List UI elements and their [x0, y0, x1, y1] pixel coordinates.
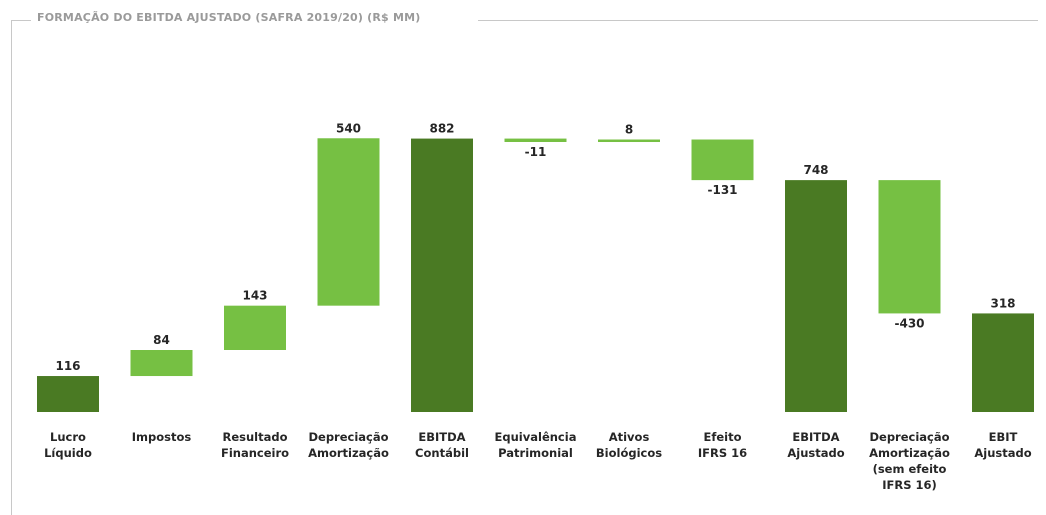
- category-label-1: Impostos: [132, 430, 192, 444]
- value-label-7: -131: [707, 183, 737, 197]
- category-label-8: EBITDA Ajustado: [787, 430, 844, 460]
- chart-title: FORMAÇÃO DO EBITDA AJUSTADO (SAFRA 2019/…: [37, 11, 421, 24]
- bar-3: [317, 138, 380, 306]
- category-label-6: Ativos Biológicos: [596, 430, 662, 460]
- category-label-4: EBITDA Contábil: [415, 430, 469, 460]
- value-label-10: 318: [990, 296, 1015, 310]
- bar-6: [598, 139, 660, 143]
- category-label-9: Depreciação Amortização (sem efeito IFRS 16…: [869, 430, 950, 492]
- value-label-8: 748: [803, 163, 828, 177]
- value-label-1: 84: [153, 333, 170, 347]
- value-label-4: 882: [429, 122, 454, 136]
- bar-8: [785, 180, 847, 412]
- chart-frame-top-right: [478, 20, 1038, 21]
- value-label-5: -11: [525, 145, 547, 159]
- chart-frame-top-left: [11, 20, 31, 21]
- category-label-3: Depreciação Amortização: [308, 430, 389, 460]
- bar-0: [37, 376, 99, 412]
- category-label-2: Resultado Financeiro: [221, 430, 289, 460]
- value-label-2: 143: [242, 289, 267, 303]
- category-label-7: Efeito IFRS 16: [698, 430, 747, 460]
- bar-1: [130, 350, 193, 377]
- bar-5: [504, 138, 567, 142]
- bar-7: [691, 139, 754, 181]
- category-label-0: Lucro Líquido: [44, 430, 92, 460]
- value-label-6: 8: [625, 123, 633, 137]
- value-label-0: 116: [55, 359, 80, 373]
- bar-4: [411, 138, 473, 412]
- value-label-3: 540: [336, 121, 361, 135]
- chart-frame-left: [11, 20, 12, 515]
- bar-9: [878, 180, 941, 314]
- bar-10: [972, 313, 1034, 412]
- category-label-10: EBIT Ajustado: [974, 430, 1031, 460]
- bar-2: [224, 305, 286, 350]
- category-label-5: Equivalência Patrimonial: [495, 430, 577, 460]
- value-label-9: -430: [894, 316, 924, 330]
